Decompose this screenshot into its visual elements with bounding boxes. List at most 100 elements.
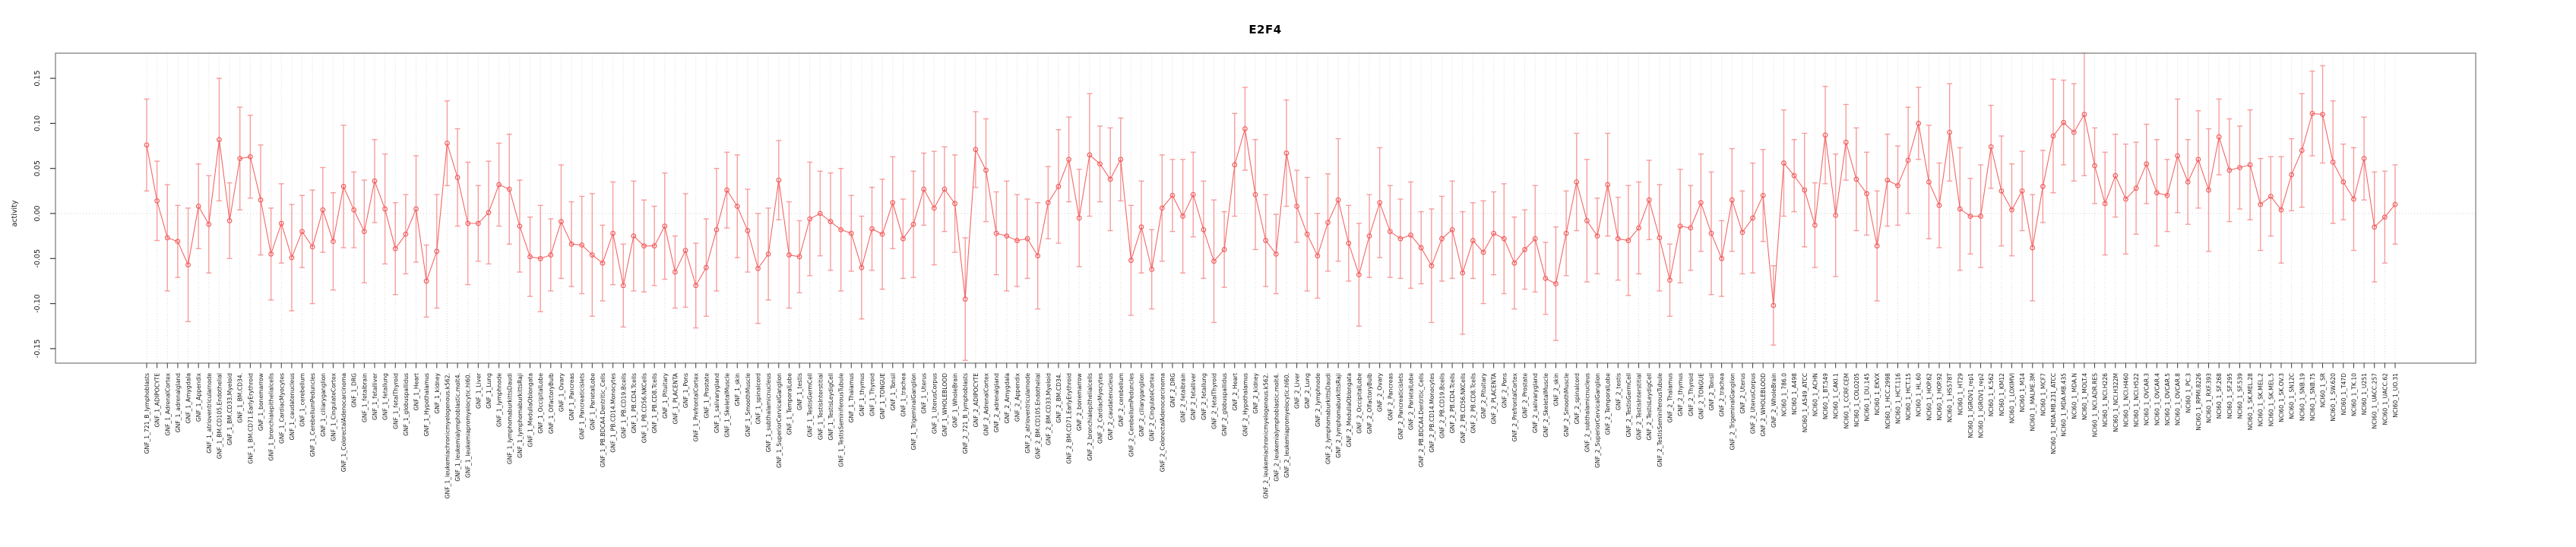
x-tick-label: GNF_1_UterusCorpus [931,373,938,434]
x-tick-label: GNF_1_Pons [682,373,689,408]
x-tick-label: GNF_2_TestisLeydigCell [1646,373,1653,441]
x-tick-label: NCI60_1_OVCAR.5 [2164,373,2171,425]
x-tick-label: GNF_2_SmoothMuscle [1563,373,1570,437]
x-tick-label: NCI60_1_HS578T [1947,373,1954,422]
x-tick-label: GNF_1_kidney [434,373,441,414]
data-point [1097,161,1103,167]
data-point [848,230,854,236]
x-tick-label: GNF_1_TestisSeminiferousTubule [838,373,845,467]
data-point [299,229,305,235]
x-tick-label: NCI60_1_NCI.H460 [2122,373,2129,427]
x-tick-label: NCI60_1_MDA.MB.231_ATCC [2050,373,2057,454]
data-point [1273,251,1279,257]
data-point [890,200,896,206]
x-tick-label: GNF_1_Amygdala [185,373,192,424]
data-point [2175,153,2181,159]
x-tick-label: GNF_1_CerebellumPeduncles [309,373,316,457]
data-point [1532,236,1538,242]
x-tick-label: NCI60_1_K.562 [1988,373,1995,416]
x-tick-label: GNF_1_TemporalLobe [786,373,793,435]
data-point [154,198,160,204]
data-point [1211,258,1217,264]
x-tick-label: GNF_1_TestisGermCell [807,373,814,438]
x-tick-label: GNF_2_Uterus [1739,373,1746,414]
data-point [1480,249,1486,255]
data-point [237,156,243,162]
x-tick-label: NCI60_1_OVCAR.8 [2175,373,2182,425]
x-tick-label: GNF_2_spinalcord [1574,373,1581,425]
x-tick-label: GNF_2_ParietalLobe [1408,373,1415,430]
data-point [755,265,761,271]
x-tick-label: NCI60_1_MOLT.4 [2081,373,2088,420]
data-point [2092,163,2097,169]
x-tick-label: GNF_2_Ovary [1377,373,1384,413]
x-tick-label: GNF_2_SuperiorCervicalGanglion [1594,373,1601,468]
data-point [703,264,709,270]
x-tick-label: GNF_1_atrioventricularnode [206,373,213,454]
x-tick-label: GNF_1_testis [796,373,803,410]
data-point [1242,126,1248,131]
x-tick-label: GNF_1_leukemiachronicmyelogenous.k562. [444,373,451,498]
x-tick-label: NCI60_1_KM12 [1998,373,2005,416]
data-point [2061,119,2067,125]
x-tick-label: NCI60_1_COLO205 [1853,373,1860,427]
x-tick-label: NCI60_1_IGROV1_rep1 [1967,373,1974,438]
x-tick-label: GNF_1_Heart [413,373,420,411]
data-point [268,251,274,257]
x-tick-label: GNF_2_PrefrontalCortex [1511,372,1518,441]
x-tick-label: GNF_1_PB.CD14.Monocytes [610,373,617,453]
data-point [2320,112,2325,117]
x-tick-label: GNF_1_OlfactoryBulb [548,373,555,434]
data-point [2133,185,2139,191]
data-point [1107,176,1113,182]
data-point [1076,215,1082,221]
x-tick-label: NCI60_1_OVCAR.4 [2154,373,2160,425]
x-tick-label: GNF_1_leukemiapromyelocytic.hl60. [465,373,472,478]
x-tick-label: GNF_2_Liver [1294,372,1301,409]
data-point [1408,232,1413,238]
x-tick-label: GNF_1_WHOLEBLOOD [941,373,948,437]
data-point [320,207,326,213]
data-point [2237,165,2242,170]
data-point [1833,212,1839,218]
x-tick-label: NCI60_1_T47D [2340,373,2347,416]
data-point [1594,233,1600,239]
x-tick-label: NCI60_1_HL.60 [1916,373,1923,416]
data-point [776,177,782,183]
data-point [869,226,875,232]
x-tick-label: GNF_2_CingulateCortex [1149,373,1156,441]
data-point [185,262,191,268]
x-tick-label: GNF_2_PB.CD4.Tcells [1449,373,1456,433]
x-tick-label: GNF_1_CingulateCortex [330,373,337,441]
x-tick-label: NCI60_1_786.0 [1780,373,1787,416]
x-tick-label: GNF_2_fetalliver [1190,372,1197,420]
data-point [2009,207,2014,213]
x-tick-label: GNF_2_BM.CD34. [1055,373,1062,423]
x-tick-label: GNF_1_ciliaryganglion [320,373,327,437]
x-tick-label: NCI60_1_SF.268 [2216,373,2223,419]
x-tick-label: GNF_1_SmoothMuscle [745,373,752,437]
x-tick-label: GNF_2_OlfactoryBulb [1366,373,1373,434]
data-point [1024,236,1030,242]
data-point [1325,220,1331,226]
x-tick-label: NCI60_1_A498 [1791,373,1798,415]
data-point [910,221,916,227]
data-point [1563,230,1569,236]
data-point [1449,226,1455,232]
data-point [2071,129,2077,135]
data-point [2081,112,2087,117]
x-tick-label: GNF_2_TestisInterstitial [1636,373,1643,440]
x-tick-label: GNF_2_kidney [1252,373,1259,414]
x-tick-label: GNF_1_BM.CD33.Myeloid [226,373,233,445]
x-tick-label: GNF_2_Tonsil [1708,373,1715,410]
x-tick-label: NCI60_1_NCI.H226 [2102,373,2109,427]
x-tick-label: GNF_2_ADIPOCYTE [973,373,979,428]
data-point [2299,147,2305,153]
data-point [1439,236,1445,242]
data-point [1895,182,1900,188]
chart-title: E2F4 [1248,23,1282,36]
x-tick-label: GNF_1_Pituitary [662,372,669,419]
x-tick-label: GNF_1_ParietalLobe [589,373,596,430]
data-point [1149,267,1155,272]
